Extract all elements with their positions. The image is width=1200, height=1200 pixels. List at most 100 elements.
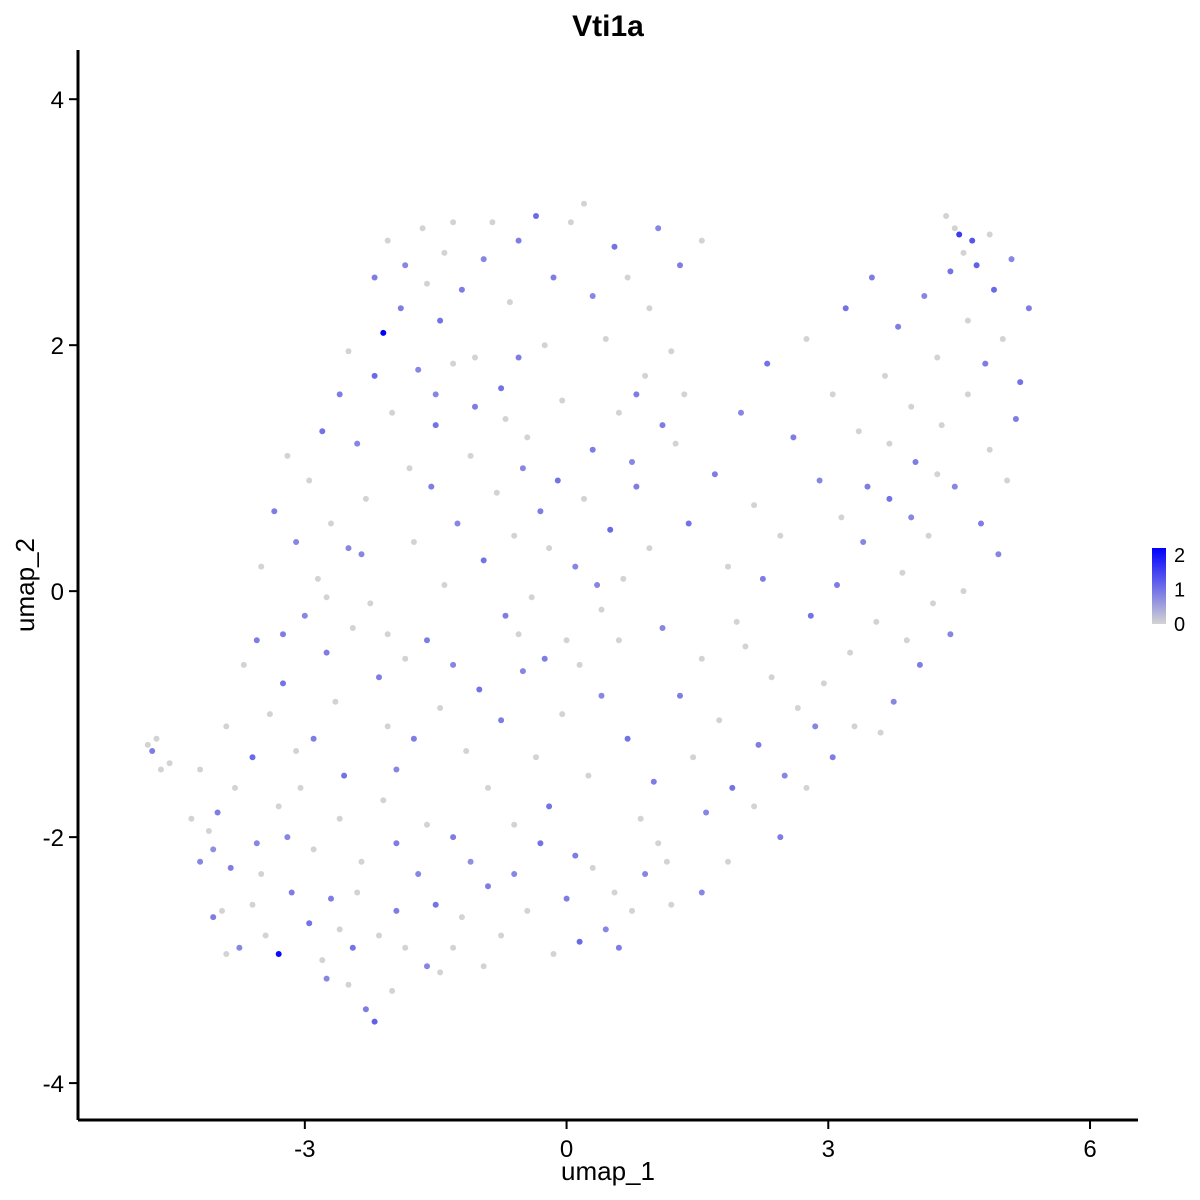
scatter-point (450, 219, 457, 226)
scatter-point (655, 840, 662, 847)
scatter-point (938, 422, 945, 429)
scatter-point (838, 514, 845, 521)
scatter-point (533, 754, 539, 761)
scatter-point (458, 286, 465, 293)
scatter-point (253, 637, 260, 644)
scatter-point (711, 471, 718, 478)
scatter-point (397, 305, 404, 312)
scatter-point (336, 926, 343, 933)
scatter-point (803, 784, 810, 791)
scatter-point (598, 692, 605, 699)
scatter-point (951, 483, 958, 490)
scatter-point (598, 606, 605, 613)
scatter-point (275, 951, 282, 957)
scatter-point (362, 495, 369, 502)
scatter-point (328, 895, 334, 902)
scatter-point (615, 409, 622, 416)
scatter-point (659, 422, 666, 429)
scatter-point (986, 446, 993, 453)
x-tick-label: -3 (294, 1136, 315, 1163)
scatter-point (637, 815, 644, 822)
scatter-point (790, 434, 797, 441)
scatter-point (362, 1006, 369, 1013)
scatter-point (554, 477, 561, 484)
scatter-point (376, 932, 382, 939)
scatter-point (502, 416, 509, 422)
x-axis-ticks: -3 0 3 6 (294, 1120, 1097, 1163)
scatter-point (969, 237, 976, 244)
scatter-point (868, 274, 875, 281)
scatter-point (515, 631, 522, 638)
scatter-point (284, 834, 291, 841)
scatter-point (345, 545, 352, 552)
scatter-point (371, 372, 378, 379)
scatter-point (611, 243, 618, 250)
scatter-point (498, 385, 505, 392)
scatter-point (934, 471, 941, 478)
scatter-point (567, 219, 574, 226)
scatter-point (594, 582, 601, 588)
x-tick-label: 3 (822, 1136, 835, 1163)
scatter-point (995, 551, 1002, 558)
scatter-point (908, 403, 915, 410)
scatter-point (480, 256, 487, 263)
scatter-point (249, 901, 256, 908)
scatter-point (349, 944, 356, 951)
y-tick-label: 2 (51, 333, 64, 360)
scatter-point (943, 213, 950, 219)
scatter-point (986, 231, 993, 238)
scatter-point (550, 274, 557, 281)
scatter-point (323, 649, 330, 656)
scatter-point (803, 336, 810, 342)
scatter-point (886, 495, 893, 502)
scatter-point (642, 871, 649, 877)
scatter-point (424, 637, 430, 644)
scatter-point (685, 520, 692, 527)
scatter-point (371, 274, 378, 281)
scatter-point (816, 477, 823, 484)
scatter-point (820, 680, 827, 687)
colorbar-legend: 0 1 2 (1152, 545, 1185, 636)
scatter-point (467, 452, 474, 459)
scatter-point (306, 920, 313, 927)
scatter-point (1008, 256, 1015, 263)
scatter-point (328, 520, 334, 527)
scatter-point (951, 225, 958, 232)
scatter-point (921, 293, 928, 299)
scatter-point (895, 323, 902, 330)
scatter-point (916, 661, 923, 668)
scatter-point (345, 981, 352, 988)
scatter-point (524, 907, 531, 914)
scatter-point (812, 723, 819, 730)
scatter-point (764, 360, 771, 367)
scatter-point (480, 557, 487, 564)
scatter-point (890, 698, 897, 705)
scatter-point (498, 932, 505, 939)
scatter-point (415, 366, 422, 373)
scatter-point (424, 963, 430, 970)
scatter-point (393, 766, 400, 773)
scatter-point (415, 871, 422, 877)
scatter-point (912, 459, 919, 465)
scatter-point (144, 741, 151, 748)
x-tick-label: 0 (560, 1136, 573, 1163)
scatter-point (227, 864, 234, 871)
scatter-point (188, 815, 195, 822)
scatter-point (677, 692, 683, 699)
scatter-point (240, 661, 247, 668)
scatter-point (384, 237, 391, 244)
scatter-point (266, 711, 273, 718)
scatter-point (537, 840, 544, 847)
scatter-point (581, 200, 587, 207)
scatter-point (947, 268, 954, 275)
scatter-point (581, 495, 587, 502)
scatter-point (480, 963, 487, 970)
scatter-point (310, 846, 317, 853)
scatter-point (541, 342, 548, 349)
scatter-point (668, 901, 675, 908)
scatter-point (336, 815, 343, 822)
scatter-point (908, 514, 915, 521)
scatter-point (371, 1018, 378, 1025)
scatter-point (410, 539, 417, 545)
